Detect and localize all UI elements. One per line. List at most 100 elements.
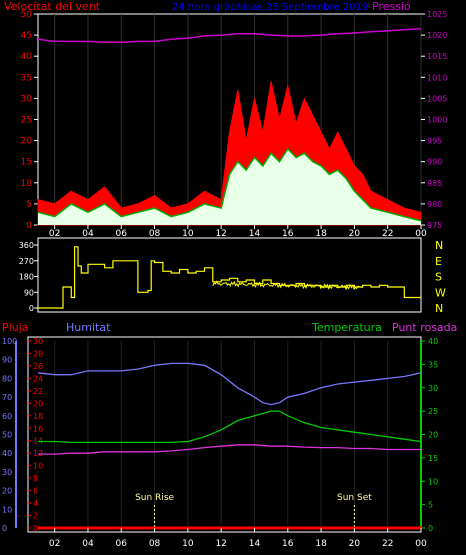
chart-date-title: 24 hora gràphicas 25 Septiembre 2019 <box>172 1 368 13</box>
climate-xtick-label: 20 <box>349 539 361 549</box>
direction-panel-frame <box>37 237 422 313</box>
pressure-ytick-label: 1000 <box>427 116 447 125</box>
wind-xtick-label: 20 <box>349 229 361 239</box>
sun-marker-label: Sun Set <box>337 493 372 503</box>
wind-ytick-label: 40 <box>21 52 33 62</box>
legend-humidity: Humitat <box>66 321 111 334</box>
humidity-ytick-label: 70 <box>2 393 12 402</box>
wind-ytick-label: 30 <box>21 94 33 104</box>
humidity-ytick-label: 10 <box>2 505 12 514</box>
wind-ytick-label: 0 <box>26 221 32 231</box>
climate-xtick-label: 10 <box>182 539 194 549</box>
pressure-ytick-label: 975 <box>427 221 442 230</box>
series-direction <box>38 246 421 309</box>
wind-ytick-label: 15 <box>21 158 32 168</box>
wind-title: Velocitat del vent <box>4 0 101 13</box>
rain-ytick-label: 28 <box>33 349 43 358</box>
temperature-ytick-label: 15 <box>428 454 438 463</box>
humidity-ytick-label: 0 <box>2 524 7 533</box>
rain-ytick-label: 26 <box>33 362 43 371</box>
pressure-title: Pressió <box>372 0 411 13</box>
humidity-ytick-label: 80 <box>2 374 12 383</box>
climate-xtick-label: 12 <box>215 539 226 549</box>
wind-ytick-label: 25 <box>21 116 32 126</box>
temperature-ytick-label: 0 <box>428 524 433 533</box>
humidity-ytick-label: 50 <box>2 431 12 440</box>
rain-ytick-label: 18 <box>33 412 43 421</box>
direction-compass-label: S <box>435 271 442 284</box>
direction-ytick-label: 360 <box>19 241 34 250</box>
wind-ytick-label: 10 <box>21 179 33 189</box>
temperature-ytick-label: 40 <box>428 337 438 346</box>
wind-pressure-chart: 0510152025303540455097598098599099510001… <box>21 10 448 239</box>
temperature-ytick-label: 30 <box>428 384 438 393</box>
direction-ytick-label: 90 <box>24 288 34 297</box>
climate-xtick-label: 18 <box>315 539 327 549</box>
rain-ytick-label: 16 <box>33 424 43 433</box>
wind-xtick-label: 12 <box>215 229 226 239</box>
sun-marker-label: Sun Rise <box>135 493 174 503</box>
direction-ytick-label: 0 <box>29 304 34 313</box>
humidity-ytick-label: 20 <box>2 487 12 496</box>
series-dewpoint <box>38 444 421 455</box>
direction-compass-label: W <box>435 286 446 299</box>
wind-ytick-label: 20 <box>21 137 33 147</box>
direction-compass-label: N <box>435 302 443 315</box>
rain-ytick-label: 4 <box>33 499 38 508</box>
rain-ytick-label: 30 <box>33 337 43 346</box>
humidity-ytick-label: 90 <box>2 356 12 365</box>
climate-chart: 0102030405060708090100024681012141618202… <box>2 337 438 549</box>
pressure-ytick-label: 980 <box>427 200 442 209</box>
temperature-ytick-label: 20 <box>428 431 438 440</box>
series-pressure <box>37 28 422 44</box>
rain-ytick-label: 20 <box>33 399 43 408</box>
climate-xtick-label: 08 <box>149 539 161 549</box>
wind-ytick-label: 45 <box>21 31 32 41</box>
series-direction-jitter <box>212 280 363 291</box>
pressure-ytick-label: 995 <box>427 137 442 146</box>
wind-xtick-label: 16 <box>282 229 294 239</box>
rain-ytick-label: 8 <box>33 474 38 483</box>
pressure-ytick-label: 1010 <box>427 73 447 82</box>
wind-xtick-label: 08 <box>149 229 161 239</box>
direction-ytick-label: 270 <box>19 257 34 266</box>
rain-ytick-label: 24 <box>33 374 43 383</box>
pressure-ytick-label: 990 <box>427 158 442 167</box>
humidity-ytick-label: 40 <box>2 449 12 458</box>
series-temperature <box>38 410 422 444</box>
wind-xtick-label: 06 <box>116 229 128 239</box>
direction-compass-label: E <box>435 255 442 268</box>
direction-compass-label: N <box>435 239 443 252</box>
temperature-ytick-label: 10 <box>428 477 438 486</box>
rain-ytick-label: 0 <box>33 524 38 533</box>
climate-xtick-label: 04 <box>82 539 94 549</box>
rain-ytick-label: 6 <box>33 487 38 496</box>
temperature-ytick-label: 5 <box>428 501 433 510</box>
wind-xtick-label: 22 <box>382 229 393 239</box>
temperature-ytick-label: 25 <box>428 407 438 416</box>
wind-xtick-label: 00 <box>415 229 427 239</box>
pressure-ytick-label: 1005 <box>427 94 447 103</box>
humidity-ytick-label: 60 <box>2 412 12 421</box>
climate-xtick-label: 06 <box>116 539 128 549</box>
temperature-ytick-label: 35 <box>428 360 438 369</box>
pressure-ytick-label: 1025 <box>427 10 447 19</box>
climate-xtick-label: 00 <box>415 539 427 549</box>
wind-xtick-label: 02 <box>49 229 60 239</box>
rain-ytick-label: 22 <box>33 387 43 396</box>
wind-xtick-label: 14 <box>249 229 261 239</box>
wind-ytick-label: 5 <box>26 200 32 210</box>
series-average-line <box>37 147 422 222</box>
legend-temperature: Temperatura <box>311 321 382 334</box>
rain-ytick-label: 2 <box>33 512 38 521</box>
wind-xtick-label: 18 <box>315 229 327 239</box>
wind-xtick-label: 10 <box>182 229 194 239</box>
pressure-ytick-label: 1020 <box>427 31 447 40</box>
wind-ytick-label: 35 <box>21 73 32 83</box>
legend-dewpoint: Punt rosada <box>392 321 457 334</box>
wind-ytick-label: 50 <box>21 10 33 20</box>
rain-ytick-label: 10 <box>33 462 43 471</box>
climate-xtick-label: 14 <box>249 539 261 549</box>
